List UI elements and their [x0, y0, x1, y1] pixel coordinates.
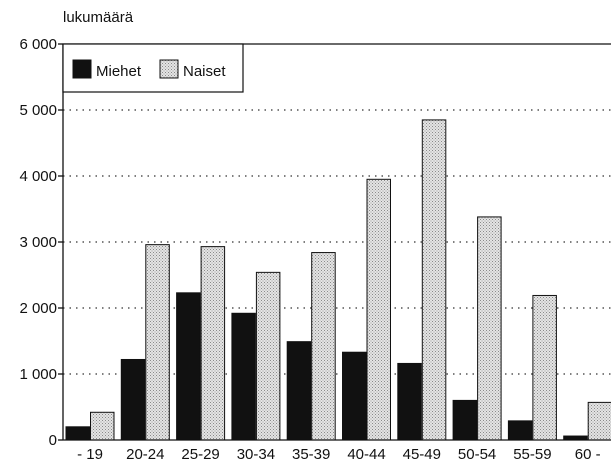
legend: Miehet Naiset: [63, 44, 243, 92]
x-tick-label: 20-24: [126, 446, 164, 463]
bar-miehet: [232, 313, 256, 440]
y-axis-ticks: 0 1 000 2 000 3 000 4 000 5 000 6 000: [19, 36, 63, 449]
bar-naiset: [201, 247, 225, 440]
bar-miehet: [398, 363, 422, 440]
legend-swatch-miehet: [73, 60, 91, 78]
bar-miehet: [287, 342, 311, 440]
y-tick-label: 0: [49, 432, 57, 449]
y-tick-label: 2 000: [19, 300, 57, 317]
bar-naiset: [146, 245, 170, 440]
y-axis-unit-label: lukumäärä: [63, 9, 134, 26]
x-tick-label: - 19: [77, 446, 103, 463]
bar-naiset: [533, 295, 557, 440]
bar-naiset: [312, 253, 336, 440]
bar-miehet: [121, 359, 145, 440]
y-tick-label: 1 000: [19, 366, 57, 383]
y-tick-label: 4 000: [19, 168, 57, 185]
bar-miehet: [177, 293, 201, 440]
bar-naiset: [367, 179, 391, 440]
bar-naiset: [588, 402, 611, 440]
x-tick-label: 25-29: [181, 446, 219, 463]
x-tick-label: 40-44: [347, 446, 385, 463]
x-tick-label: 35-39: [292, 446, 330, 463]
gridlines: [63, 110, 611, 374]
x-tick-label: 45-49: [403, 446, 441, 463]
bar-naiset: [91, 412, 115, 440]
bar-miehet: [66, 427, 90, 440]
x-tick-label: 60 -: [575, 446, 601, 463]
bar-miehet: [508, 421, 532, 440]
y-tick-label: 5 000: [19, 102, 57, 119]
legend-label-miehet: Miehet: [96, 63, 142, 80]
x-tick-label: 50-54: [458, 446, 496, 463]
bars: [66, 120, 611, 440]
y-tick-label: 3 000: [19, 234, 57, 251]
bar-miehet: [453, 400, 477, 440]
bar-naiset: [256, 272, 280, 440]
x-axis-tick-labels: - 19 20-24 25-29 30-34 35-39 40-44 45-49 50-54 5…: [77, 446, 601, 463]
legend-swatch-naiset: [160, 60, 178, 78]
y-tick-label: 6 000: [19, 36, 57, 53]
bar-naiset: [422, 120, 446, 440]
x-tick-label: 30-34: [237, 446, 275, 463]
bar-miehet: [343, 352, 367, 440]
bar-naiset: [478, 217, 502, 440]
x-tick-label: 55-59: [513, 446, 551, 463]
legend-label-naiset: Naiset: [183, 63, 226, 80]
